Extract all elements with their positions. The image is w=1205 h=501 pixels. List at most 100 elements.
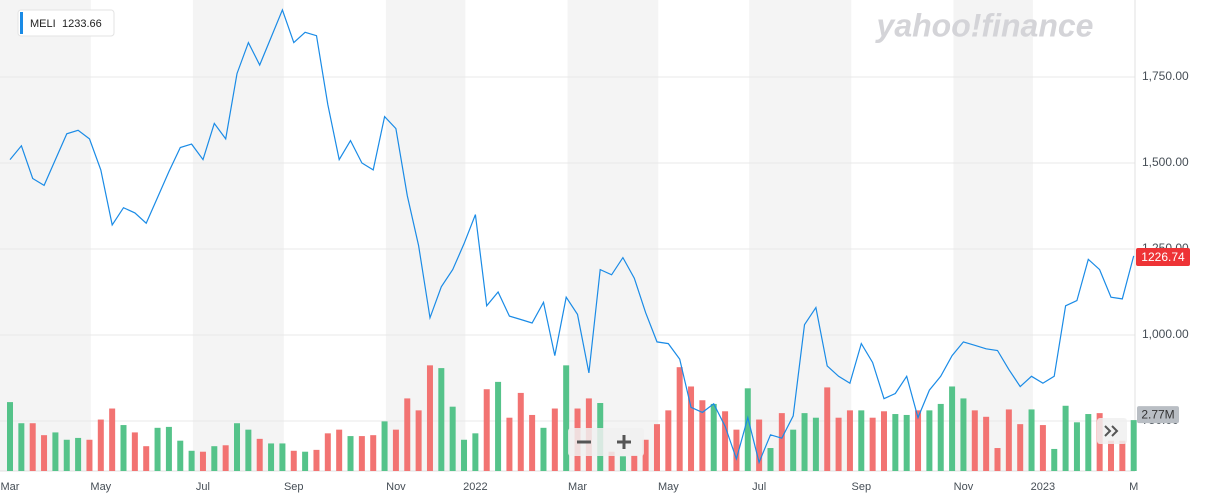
volume-bar xyxy=(790,429,797,471)
volume-bar xyxy=(619,456,626,471)
volume-tag-box xyxy=(1137,406,1179,424)
volume-bar xyxy=(370,435,377,471)
volume-bar xyxy=(154,427,161,471)
scroll-button[interactable] xyxy=(1097,418,1127,444)
brand-logo: yahoo!finance xyxy=(875,7,1094,43)
volume-bar xyxy=(971,410,978,471)
x-tick-label: Mar xyxy=(1,481,20,493)
month-bands xyxy=(0,0,1033,471)
volume-bar xyxy=(631,455,638,471)
volume-bar xyxy=(1028,409,1035,471)
volume-bar xyxy=(1107,440,1114,471)
volume-bar xyxy=(120,425,127,471)
volume-bar xyxy=(211,446,218,471)
legend-value: 1233.66 xyxy=(62,18,102,30)
volume-bar xyxy=(1051,448,1058,471)
volume-bar xyxy=(222,445,229,471)
volume-bar xyxy=(722,411,729,471)
x-tick-label: Nov xyxy=(954,481,974,493)
volume-bar xyxy=(97,419,104,471)
volume-bar xyxy=(1005,409,1012,471)
volume-bar xyxy=(7,402,13,471)
volume-bar xyxy=(29,423,36,471)
x-tick-label: Mar xyxy=(568,481,587,493)
volume-bar xyxy=(1130,420,1137,471)
volume-bar xyxy=(131,432,138,471)
volume-bar xyxy=(949,386,956,471)
price-tag-label: 1226.74 xyxy=(1141,250,1185,264)
volume-bar xyxy=(483,389,490,471)
volume-bar xyxy=(801,413,808,471)
volume-bar xyxy=(960,398,967,471)
volume-bar xyxy=(710,403,717,471)
y-tick-label: 1,500.00 xyxy=(1142,155,1189,169)
volume-bar xyxy=(472,433,479,471)
volume-bar xyxy=(858,410,865,471)
volume-bar xyxy=(404,398,411,471)
volume-bar xyxy=(744,388,751,471)
volume-bar xyxy=(676,367,683,471)
volume-bar xyxy=(551,408,558,471)
volume-bar xyxy=(256,438,263,471)
month-band xyxy=(192,0,284,471)
volume-bar xyxy=(268,443,275,471)
volume-bar xyxy=(336,429,343,471)
volume-bar xyxy=(438,368,445,471)
x-tick-label: 2023 xyxy=(1031,481,1055,493)
volume-bar xyxy=(699,400,706,471)
volume-bar xyxy=(1073,422,1080,471)
volume-bar xyxy=(245,429,252,471)
volume-bar xyxy=(517,392,524,471)
volume-bar xyxy=(846,410,853,471)
volume-bar xyxy=(915,410,922,471)
volume-bar xyxy=(824,387,831,471)
volume-bar xyxy=(1062,405,1069,471)
volume-bar xyxy=(733,429,740,471)
month-band xyxy=(385,0,466,471)
x-tick-label: 2022 xyxy=(463,481,487,493)
volume-bar xyxy=(506,417,513,471)
volume-bar xyxy=(983,416,990,471)
month-band xyxy=(567,0,659,471)
volume-bar xyxy=(165,426,172,471)
volume-bar xyxy=(665,410,672,471)
volume-bar xyxy=(18,423,25,471)
volume-bar xyxy=(415,410,422,471)
volume-bar xyxy=(903,414,910,471)
x-tick-label: Jul xyxy=(752,481,766,493)
volume-bar xyxy=(449,406,456,471)
volume-bar xyxy=(835,417,842,471)
legend-swatch xyxy=(20,12,23,34)
volume-bar xyxy=(392,429,399,471)
volume-bar xyxy=(1119,440,1126,471)
volume-bar xyxy=(347,436,354,471)
volume-bar xyxy=(653,424,660,471)
x-tick-label: M xyxy=(1129,481,1138,493)
volume-bar xyxy=(756,419,763,471)
legend-label: MELI xyxy=(30,18,56,30)
volume-bar xyxy=(994,448,1001,471)
legend-box xyxy=(17,9,115,37)
x-tick-label: Nov xyxy=(386,481,406,493)
month-band xyxy=(0,0,91,471)
volume-tag-label: 2.77M xyxy=(1141,407,1174,421)
volume-bar xyxy=(313,449,320,471)
volume-bar xyxy=(143,446,150,471)
volume-bar xyxy=(381,421,388,471)
volume-bar xyxy=(279,443,286,471)
volume-bar xyxy=(290,450,297,471)
y-tick-label: 1,750.00 xyxy=(1142,69,1189,83)
volume-bar xyxy=(778,413,785,471)
volume-bar xyxy=(199,451,206,471)
volume-bar xyxy=(495,381,502,471)
y-tick-label: 1,000.00 xyxy=(1142,327,1189,341)
volume-bar xyxy=(188,450,195,471)
month-band xyxy=(953,0,1033,471)
volume-bar xyxy=(608,451,615,471)
x-tick-label: May xyxy=(658,481,679,493)
volume-bar xyxy=(767,448,774,471)
volume-bar xyxy=(926,410,933,471)
volume-bar xyxy=(1085,414,1092,471)
volume-bar xyxy=(529,414,536,471)
